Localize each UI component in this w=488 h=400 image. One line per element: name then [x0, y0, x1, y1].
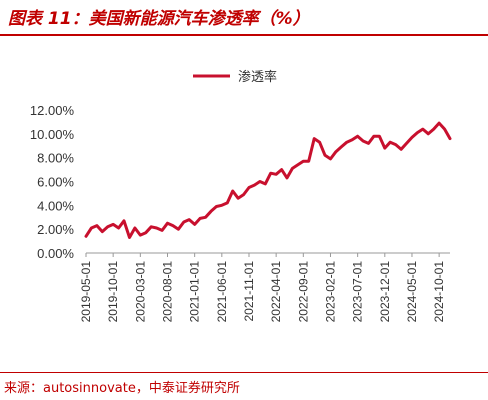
- source-note: 来源：autosinnovate，中泰证券研究所: [4, 381, 240, 396]
- y-axis-tick-labels: 0.00% 2.00% 4.00% 6.00% 8.00% 10.00% 12.00%: [30, 103, 75, 261]
- y-tick-label: 10.00%: [30, 127, 75, 142]
- x-tick-label: 2023-12-01: [378, 261, 392, 323]
- x-tick-label: 2021-01-01: [188, 261, 202, 323]
- y-tick-label: 12.00%: [30, 103, 75, 118]
- x-tick-label: 2022-04-01: [269, 261, 283, 323]
- y-tick-label: 2.00%: [37, 222, 74, 237]
- x-axis-ticks: [85, 253, 440, 257]
- x-tick-label: 2023-02-01: [323, 261, 337, 323]
- x-tick-label: 2019-05-01: [79, 261, 93, 323]
- y-tick-label: 6.00%: [37, 175, 74, 190]
- x-tick-label: 2021-11-01: [242, 261, 256, 322]
- x-axis-tick-labels: 2019-05-01 2019-10-01 2020-03-01 2020-08-01…: [79, 261, 446, 323]
- x-tick-label: 2019-10-01: [106, 261, 120, 323]
- legend-label: 渗透率: [238, 69, 277, 85]
- x-tick-label: 2024-05-01: [405, 261, 419, 323]
- line-chart: 渗透率 0.00% 2.00% 4.00% 6.00% 8.00% 10.00% 12.00…: [30, 69, 452, 323]
- y-tick-label: 8.00%: [37, 151, 74, 166]
- page-title: 图表 11：美国新能源汽车渗透率（%）: [8, 9, 310, 29]
- x-tick-label: 2020-03-01: [133, 261, 147, 323]
- x-tick-label: 2022-09-01: [296, 261, 310, 323]
- x-tick-label: 2023-07-01: [351, 261, 365, 323]
- series-line-penetration-rate: [84, 121, 452, 239]
- x-tick-label: 2024-10-01: [432, 261, 446, 323]
- y-tick-label: 4.00%: [37, 198, 74, 213]
- footer-divider: [0, 372, 488, 373]
- x-tick-label: 2021-06-01: [215, 261, 229, 323]
- legend: 渗透率: [193, 69, 277, 85]
- title-divider: [0, 34, 488, 36]
- y-tick-label: 0.00%: [37, 246, 74, 261]
- x-tick-label: 2020-08-01: [160, 261, 174, 323]
